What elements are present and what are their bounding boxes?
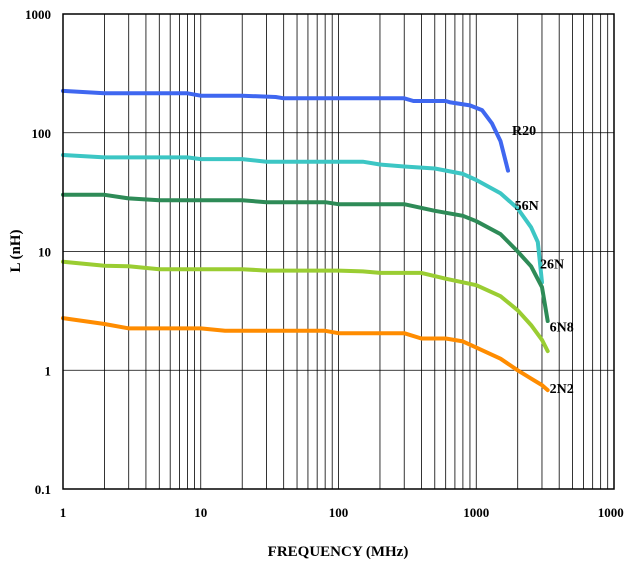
y-tick-labels: 0.1 1 10 100 1000: [25, 7, 51, 497]
x-tick-label: 1: [60, 505, 67, 520]
series-label-6n8: 6N8: [550, 321, 574, 336]
series-line-26n: [61, 192, 550, 323]
x-tick-label: 1000: [463, 505, 489, 520]
series-labels: R20 56N 26N 6N8 2N2: [512, 124, 574, 397]
y-axis-title: L (nH): [8, 230, 24, 273]
y-tick-label: 100: [32, 126, 52, 141]
x-tick-label: 10: [194, 505, 207, 520]
series-line-2n2: [61, 316, 550, 393]
series-label-26n: 26N: [540, 257, 564, 272]
plot-frame: [62, 13, 615, 490]
series-label-r20: R20: [512, 124, 536, 139]
series-line-6n8: [61, 259, 550, 354]
y-tick-label: 1: [45, 363, 52, 378]
x-axis-title: FREQUENCY (MHz): [268, 544, 409, 560]
series-layer: [61, 88, 550, 393]
series-label-2n2: 2N2: [550, 382, 574, 397]
series-label-56n: 56N: [515, 199, 539, 214]
y-tick-label: 1000: [25, 7, 51, 22]
series-line-r20: [61, 88, 510, 173]
x-tick-label: 100: [329, 505, 349, 520]
y-tick-label: 10: [38, 245, 51, 260]
y-tick-label: 0.1: [35, 482, 51, 497]
series-line-56n: [61, 153, 544, 285]
grid: [63, 14, 614, 489]
